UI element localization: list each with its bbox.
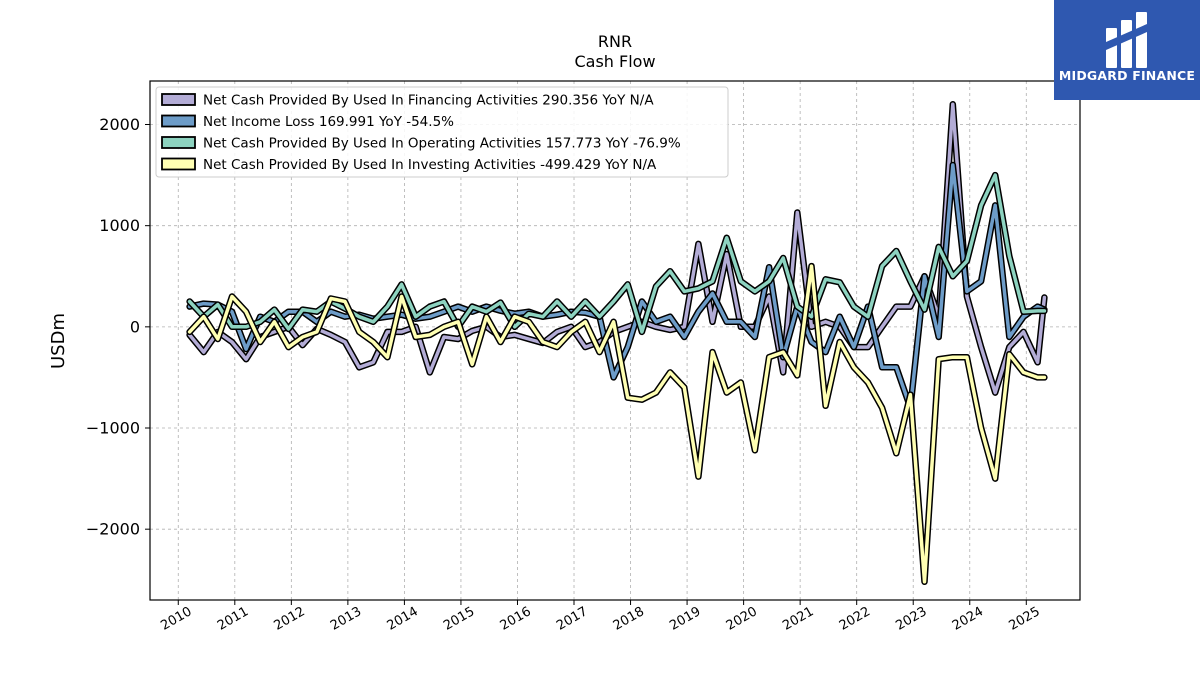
- x-tick-label: 2014: [385, 604, 421, 634]
- x-tick-label: 2022: [837, 604, 873, 634]
- x-tick-label: 2018: [611, 604, 647, 634]
- legend-swatch: [161, 157, 196, 171]
- legend-swatch: [161, 93, 196, 106]
- x-tick-label: 2017: [554, 604, 590, 634]
- x-tick-label: 2023: [893, 604, 929, 634]
- x-tick-label: 2019: [667, 604, 703, 634]
- midgard-logo-icon: [1106, 12, 1147, 68]
- series-outline: [186, 171, 1048, 336]
- x-axis: 2010 2011 2012 2013 2014 2015 2016 2017 2018 2019…: [158, 600, 1043, 634]
- series-stroke: [187, 173, 1047, 334]
- x-tick-label: 2021: [780, 604, 816, 634]
- legend-label: Net Cash Provided By Used In Financing A…: [203, 93, 654, 109]
- plot-frame: [149, 80, 1081, 601]
- x-tick-label: 2012: [272, 604, 308, 634]
- x-tick-label: 2015: [441, 604, 477, 634]
- x-tick-label: 2024: [950, 604, 986, 634]
- series-line: [186, 262, 1048, 586]
- chart-subtitle: Cash Flow: [574, 52, 655, 71]
- x-tick-label: 2016: [498, 604, 534, 634]
- series-line: [186, 171, 1048, 336]
- x-tick-label: 2020: [724, 604, 760, 634]
- legend-label: Net Cash Provided By Used In Operating A…: [203, 136, 681, 152]
- y-tick-label: −2000: [86, 520, 140, 539]
- y-tick-label: −1000: [86, 419, 140, 438]
- x-tick-label: 2013: [328, 604, 364, 634]
- legend-label: Net Cash Provided By Used In Investing A…: [203, 157, 657, 173]
- series-stroke: [187, 102, 1047, 395]
- y-tick-label: 1000: [99, 216, 140, 235]
- legend-frame: [155, 86, 729, 178]
- legend-swatch: [161, 114, 196, 128]
- series-stroke: [187, 264, 1047, 584]
- legend-swatch: [161, 136, 196, 149]
- y-axis: −2000 −1000 0 1000 2000: [86, 115, 150, 539]
- brand-logo: MIDGARD FINANCE: [1054, 0, 1200, 100]
- y-tick-label: 0: [130, 317, 140, 336]
- x-tick-label: 2010: [158, 604, 194, 634]
- x-tick-label: 2025: [1006, 604, 1042, 634]
- series-line: [186, 101, 1048, 396]
- series-layer: [186, 101, 1048, 586]
- y-axis-label: USDm: [48, 313, 69, 369]
- legend: Net Cash Provided By Used In Financing A…: [155, 86, 729, 178]
- y-tick-label: 2000: [99, 115, 140, 134]
- brand-name: MIDGARD FINANCE: [1058, 68, 1196, 83]
- chart-title: RNR: [598, 32, 632, 51]
- x-tick-label: 2011: [215, 604, 251, 634]
- legend-label: Net Income Loss 169.991 YoY -54.5%: [203, 114, 454, 130]
